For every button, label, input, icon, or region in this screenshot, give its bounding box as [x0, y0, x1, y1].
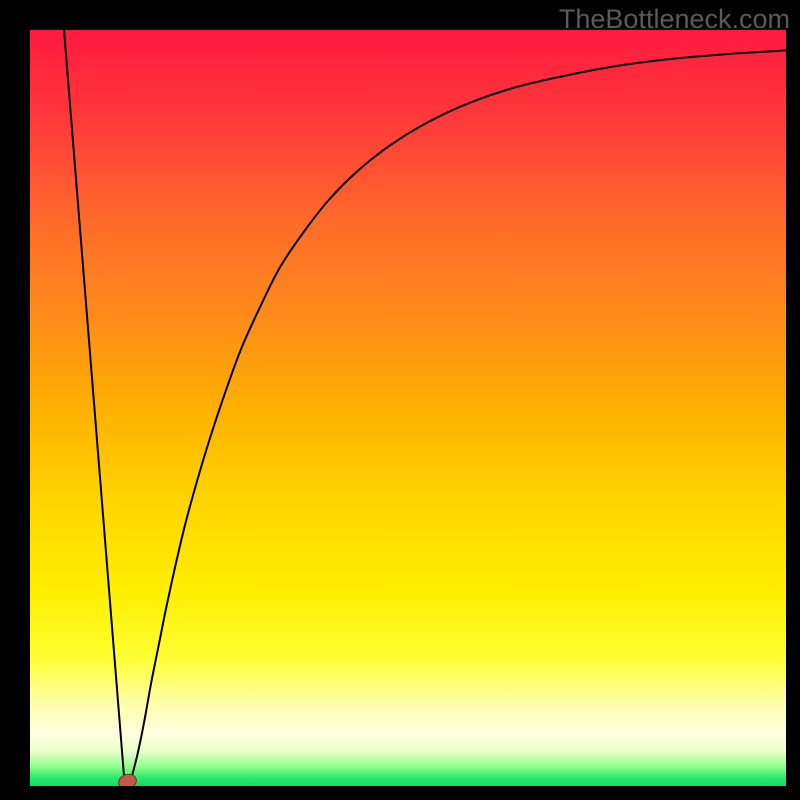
minimum-marker	[117, 772, 138, 786]
plot-area	[30, 30, 786, 786]
curve-left-branch	[64, 30, 124, 782]
chart-curves	[30, 30, 786, 786]
watermark-label: TheBottleneck.com	[559, 4, 790, 35]
chart-stage: TheBottleneck.com	[0, 0, 800, 800]
curve-right-branch	[131, 50, 786, 780]
